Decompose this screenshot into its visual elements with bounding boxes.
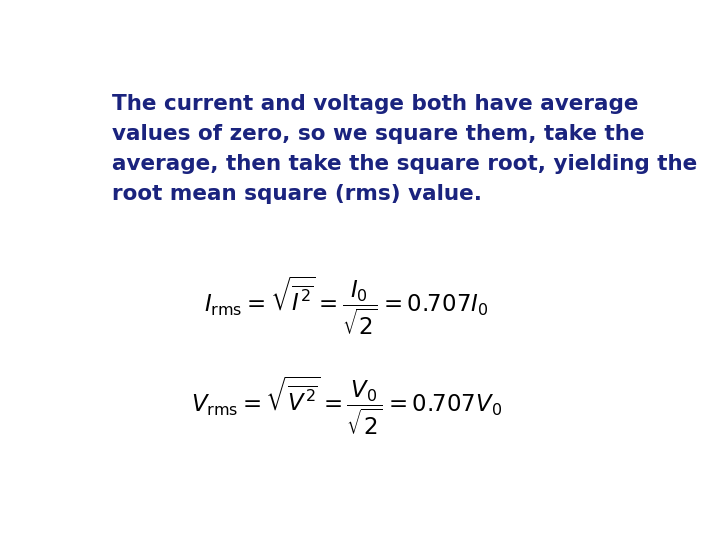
Text: root mean square (rms) value.: root mean square (rms) value. <box>112 184 482 204</box>
Text: $I_{\mathrm{rms}} = \sqrt{\overline{I^2}} = \dfrac{I_0}{\sqrt{2}} = 0.707I_0$: $I_{\mathrm{rms}} = \sqrt{\overline{I^2}… <box>204 274 489 338</box>
Text: values of zero, so we square them, take the: values of zero, so we square them, take … <box>112 124 645 144</box>
Text: $V_{\mathrm{rms}} = \sqrt{\overline{V^2}} = \dfrac{V_0}{\sqrt{2}} = 0.707V_0$: $V_{\mathrm{rms}} = \sqrt{\overline{V^2}… <box>191 374 503 437</box>
Text: average, then take the square root, yielding the: average, then take the square root, yiel… <box>112 154 698 174</box>
Text: The current and voltage both have average: The current and voltage both have averag… <box>112 94 639 114</box>
